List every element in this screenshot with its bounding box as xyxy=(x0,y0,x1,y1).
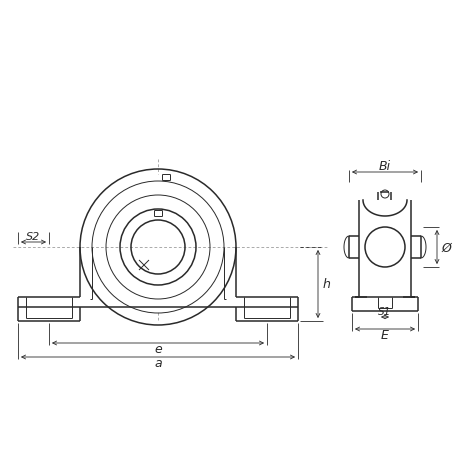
Text: Ø: Ø xyxy=(440,241,450,254)
Text: E: E xyxy=(380,329,388,342)
Text: Bi: Bi xyxy=(378,160,390,173)
Text: e: e xyxy=(154,343,162,356)
Text: a: a xyxy=(154,357,162,369)
Text: S2: S2 xyxy=(26,231,40,241)
Text: S1: S1 xyxy=(378,306,391,316)
Text: h: h xyxy=(322,278,330,291)
